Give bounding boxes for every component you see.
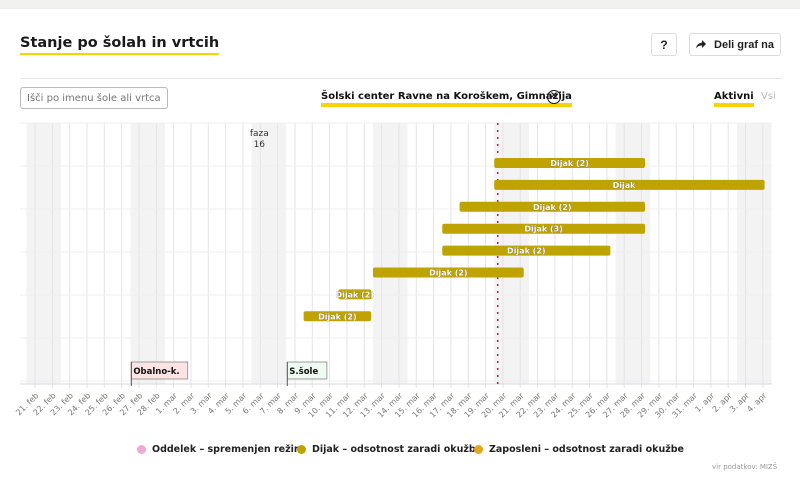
legend-label: Zaposleni – odsotnost zaradi okužbe <box>489 444 684 455</box>
header-divider <box>20 78 782 79</box>
search-input[interactable] <box>20 87 168 109</box>
marker-label: Obalno-k. <box>133 367 179 377</box>
legend-dot-icon <box>137 445 146 454</box>
legend-dot-icon <box>297 445 306 454</box>
share-button[interactable]: Deli graf na <box>689 33 781 56</box>
bar-label: Dijak (2) <box>550 159 589 168</box>
share-label: Deli graf na <box>714 38 774 51</box>
legend-item-dijak[interactable]: Dijak – odsotnost zaradi okužbe <box>297 444 482 455</box>
bar-rect <box>372 267 524 278</box>
bar-rect <box>494 179 765 190</box>
help-label: ? <box>660 37 668 52</box>
gantt-bar: Dijak (2) <box>494 158 646 168</box>
tab-all[interactable]: Vsi <box>761 91 776 102</box>
gantt-bar: Dijak <box>494 179 765 190</box>
bar-rect <box>338 289 372 300</box>
bar-rect <box>442 223 646 234</box>
x-tick-label: 4. apr <box>745 391 768 414</box>
selected-school: Šolski center Ravne na Koroškem, Gimnazi… <box>321 91 572 107</box>
legend-item-oddelek[interactable]: Oddelek – spremenjen režim <box>137 444 304 455</box>
share-arrow-icon <box>696 40 707 49</box>
data-source: vir podatkov: MIZŠ <box>712 463 778 471</box>
close-circle-icon[interactable]: × <box>547 90 561 104</box>
gantt-bar: Dijak (2) <box>372 267 524 278</box>
marker-label: S.šole <box>289 366 318 377</box>
page-title: Stanje po šolah in vrtcih <box>20 34 220 55</box>
bar-label: Dijak (2) <box>318 312 357 321</box>
bar-label: Dijak (3) <box>524 225 563 234</box>
gantt-bar: Dijak (2) <box>442 245 611 256</box>
tab-active[interactable]: Aktivni <box>714 91 754 107</box>
gantt-bar: Dijak (2) <box>335 289 374 300</box>
bar-label: Dijak (2) <box>533 203 572 212</box>
bar-label: Dijak (2) <box>429 269 468 278</box>
gantt-bar: Dijak (2) <box>303 311 372 322</box>
phase-label: faza <box>250 129 269 139</box>
event-marker: S.šole <box>286 361 328 386</box>
legend-dot-icon <box>474 445 483 454</box>
timeline-chart: faza 16 Dijak (2) Dijak Dijak (2) Dijak (3)… <box>14 122 772 420</box>
bar-rect <box>459 201 646 212</box>
legend-label: Oddelek – spremenjen režim <box>152 444 304 455</box>
bar-label: Dijak <box>613 181 637 190</box>
bar-rect <box>303 311 372 322</box>
bar-label: Dijak (2) <box>507 247 546 256</box>
legend-item-zaposleni[interactable]: Zaposleni – odsotnost zaradi okužbe <box>474 444 684 455</box>
event-marker: Obalno-k. <box>130 361 189 386</box>
help-button[interactable]: ? <box>651 33 677 56</box>
bar-rect <box>442 245 611 256</box>
legend-label: Dijak – odsotnost zaradi okužbe <box>312 444 483 455</box>
bar-rect <box>494 158 646 168</box>
gantt-bar: Dijak (3) <box>442 223 646 234</box>
phase-value: 16 <box>254 140 266 150</box>
top-bar <box>0 0 800 9</box>
gantt-bar: Dijak (2) <box>459 201 646 212</box>
bar-label: Dijak (2) <box>335 290 374 299</box>
